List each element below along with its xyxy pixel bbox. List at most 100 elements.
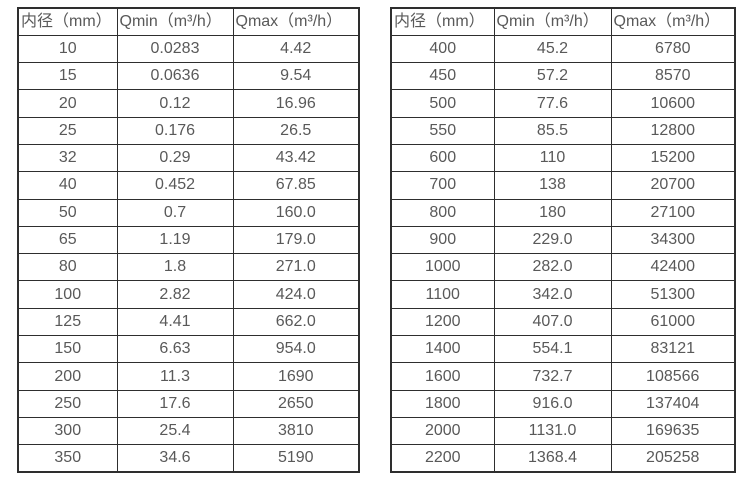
cell: 77.6 [493, 89, 612, 118]
cell: 25 [17, 116, 118, 145]
cell: 3810 [232, 416, 360, 446]
table-row: 1000 282.0 42400 [390, 253, 736, 282]
cell: 732.7 [493, 362, 612, 391]
cell: 300 [17, 416, 118, 446]
cell: 0.12 [116, 89, 234, 118]
cell: 450 [390, 62, 495, 91]
cell: 200 [17, 362, 118, 391]
cell: 17.6 [116, 389, 234, 418]
cell: 0.176 [116, 116, 234, 145]
cell: 662.0 [232, 307, 360, 337]
cell: 1600 [390, 362, 495, 391]
cell: 12800 [610, 116, 736, 145]
cell: 6780 [610, 34, 736, 64]
table-row: 550 85.5 12800 [390, 116, 736, 145]
flow-table-right: 内径（mm） Qmin（m³/h） Qmax（m³/h） 400 45.2 6780… [390, 7, 736, 474]
cell: 20700 [610, 171, 736, 200]
cell: 1368.4 [493, 444, 612, 473]
cell: 400 [390, 34, 495, 64]
cell: 10 [17, 34, 118, 64]
cell: 229.0 [493, 225, 612, 255]
header-diameter: 内径（mm） [17, 7, 118, 36]
cell: 50 [17, 198, 118, 227]
table-row: 900 229.0 34300 [390, 225, 736, 255]
cell: 2650 [232, 389, 360, 418]
cell: 2000 [390, 416, 495, 446]
table-row: 450 57.2 8570 [390, 62, 736, 91]
cell: 342.0 [493, 280, 612, 309]
cell: 550 [390, 116, 495, 145]
cell: 43.42 [232, 143, 360, 173]
header-row: 内径（mm） Qmin（m³/h） Qmax（m³/h） [17, 7, 360, 36]
table-row: 32 0.29 43.42 [17, 143, 360, 173]
header-row: 内径（mm） Qmin（m³/h） Qmax（m³/h） [390, 7, 736, 36]
cell: 0.29 [116, 143, 234, 173]
table-row: 20 0.12 16.96 [17, 89, 360, 118]
table-row: 500 77.6 10600 [390, 89, 736, 118]
cell: 1.19 [116, 225, 234, 255]
cell: 150 [17, 335, 118, 364]
cell: 34.6 [116, 444, 234, 473]
cell: 67.85 [232, 171, 360, 200]
header-diameter: 内径（mm） [390, 7, 495, 36]
table-row: 700 138 20700 [390, 171, 736, 200]
flow-table-left: 内径（mm） Qmin（m³/h） Qmax（m³/h） 10 0.0283 4.4… [17, 7, 360, 474]
cell: 0.452 [116, 171, 234, 200]
table-row: 40 0.452 67.85 [17, 171, 360, 200]
cell: 16.96 [232, 89, 360, 118]
cell: 1.8 [116, 253, 234, 282]
cell: 11.3 [116, 362, 234, 391]
cell: 179.0 [232, 225, 360, 255]
cell: 25.4 [116, 416, 234, 446]
cell: 1200 [390, 307, 495, 337]
table-row: 1800 916.0 137404 [390, 389, 736, 418]
cell: 1690 [232, 362, 360, 391]
table-body-left: 10 0.0283 4.42 15 0.0636 9.54 20 0.12 16.96 25 0.1… [17, 34, 360, 473]
cell: 9.54 [232, 62, 360, 91]
cell: 5190 [232, 444, 360, 473]
table-row: 400 45.2 6780 [390, 34, 736, 64]
cell: 138 [493, 171, 612, 200]
cell: 954.0 [232, 335, 360, 364]
cell: 85.5 [493, 116, 612, 145]
cell: 1131.0 [493, 416, 612, 446]
cell: 500 [390, 89, 495, 118]
cell: 271.0 [232, 253, 360, 282]
table-row: 600 110 15200 [390, 143, 736, 173]
cell: 100 [17, 280, 118, 309]
cell: 57.2 [493, 62, 612, 91]
cell: 169635 [610, 416, 736, 446]
cell: 916.0 [493, 389, 612, 418]
table-row: 300 25.4 3810 [17, 416, 360, 446]
table-row: 800 180 27100 [390, 198, 736, 227]
cell: 4.42 [232, 34, 360, 64]
cell: 800 [390, 198, 495, 227]
cell: 8570 [610, 62, 736, 91]
table-row: 15 0.0636 9.54 [17, 62, 360, 91]
cell: 1100 [390, 280, 495, 309]
table-row: 10 0.0283 4.42 [17, 34, 360, 64]
table-row: 25 0.176 26.5 [17, 116, 360, 145]
cell: 160.0 [232, 198, 360, 227]
cell: 4.41 [116, 307, 234, 337]
table-row: 200 11.3 1690 [17, 362, 360, 391]
cell: 137404 [610, 389, 736, 418]
cell: 61000 [610, 307, 736, 337]
cell: 350 [17, 444, 118, 473]
cell: 15 [17, 62, 118, 91]
table-row: 1200 407.0 61000 [390, 307, 736, 337]
cell: 125 [17, 307, 118, 337]
cell: 42400 [610, 253, 736, 282]
cell: 108566 [610, 362, 736, 391]
cell: 1800 [390, 389, 495, 418]
cell: 282.0 [493, 253, 612, 282]
header-qmax: Qmax（m³/h） [610, 7, 736, 36]
table-row: 2200 1368.4 205258 [390, 444, 736, 473]
cell: 10600 [610, 89, 736, 118]
cell: 15200 [610, 143, 736, 173]
table-row: 50 0.7 160.0 [17, 198, 360, 227]
cell: 34300 [610, 225, 736, 255]
cell: 250 [17, 389, 118, 418]
header-qmin: Qmin（m³/h） [116, 7, 234, 36]
table-row: 1100 342.0 51300 [390, 280, 736, 309]
